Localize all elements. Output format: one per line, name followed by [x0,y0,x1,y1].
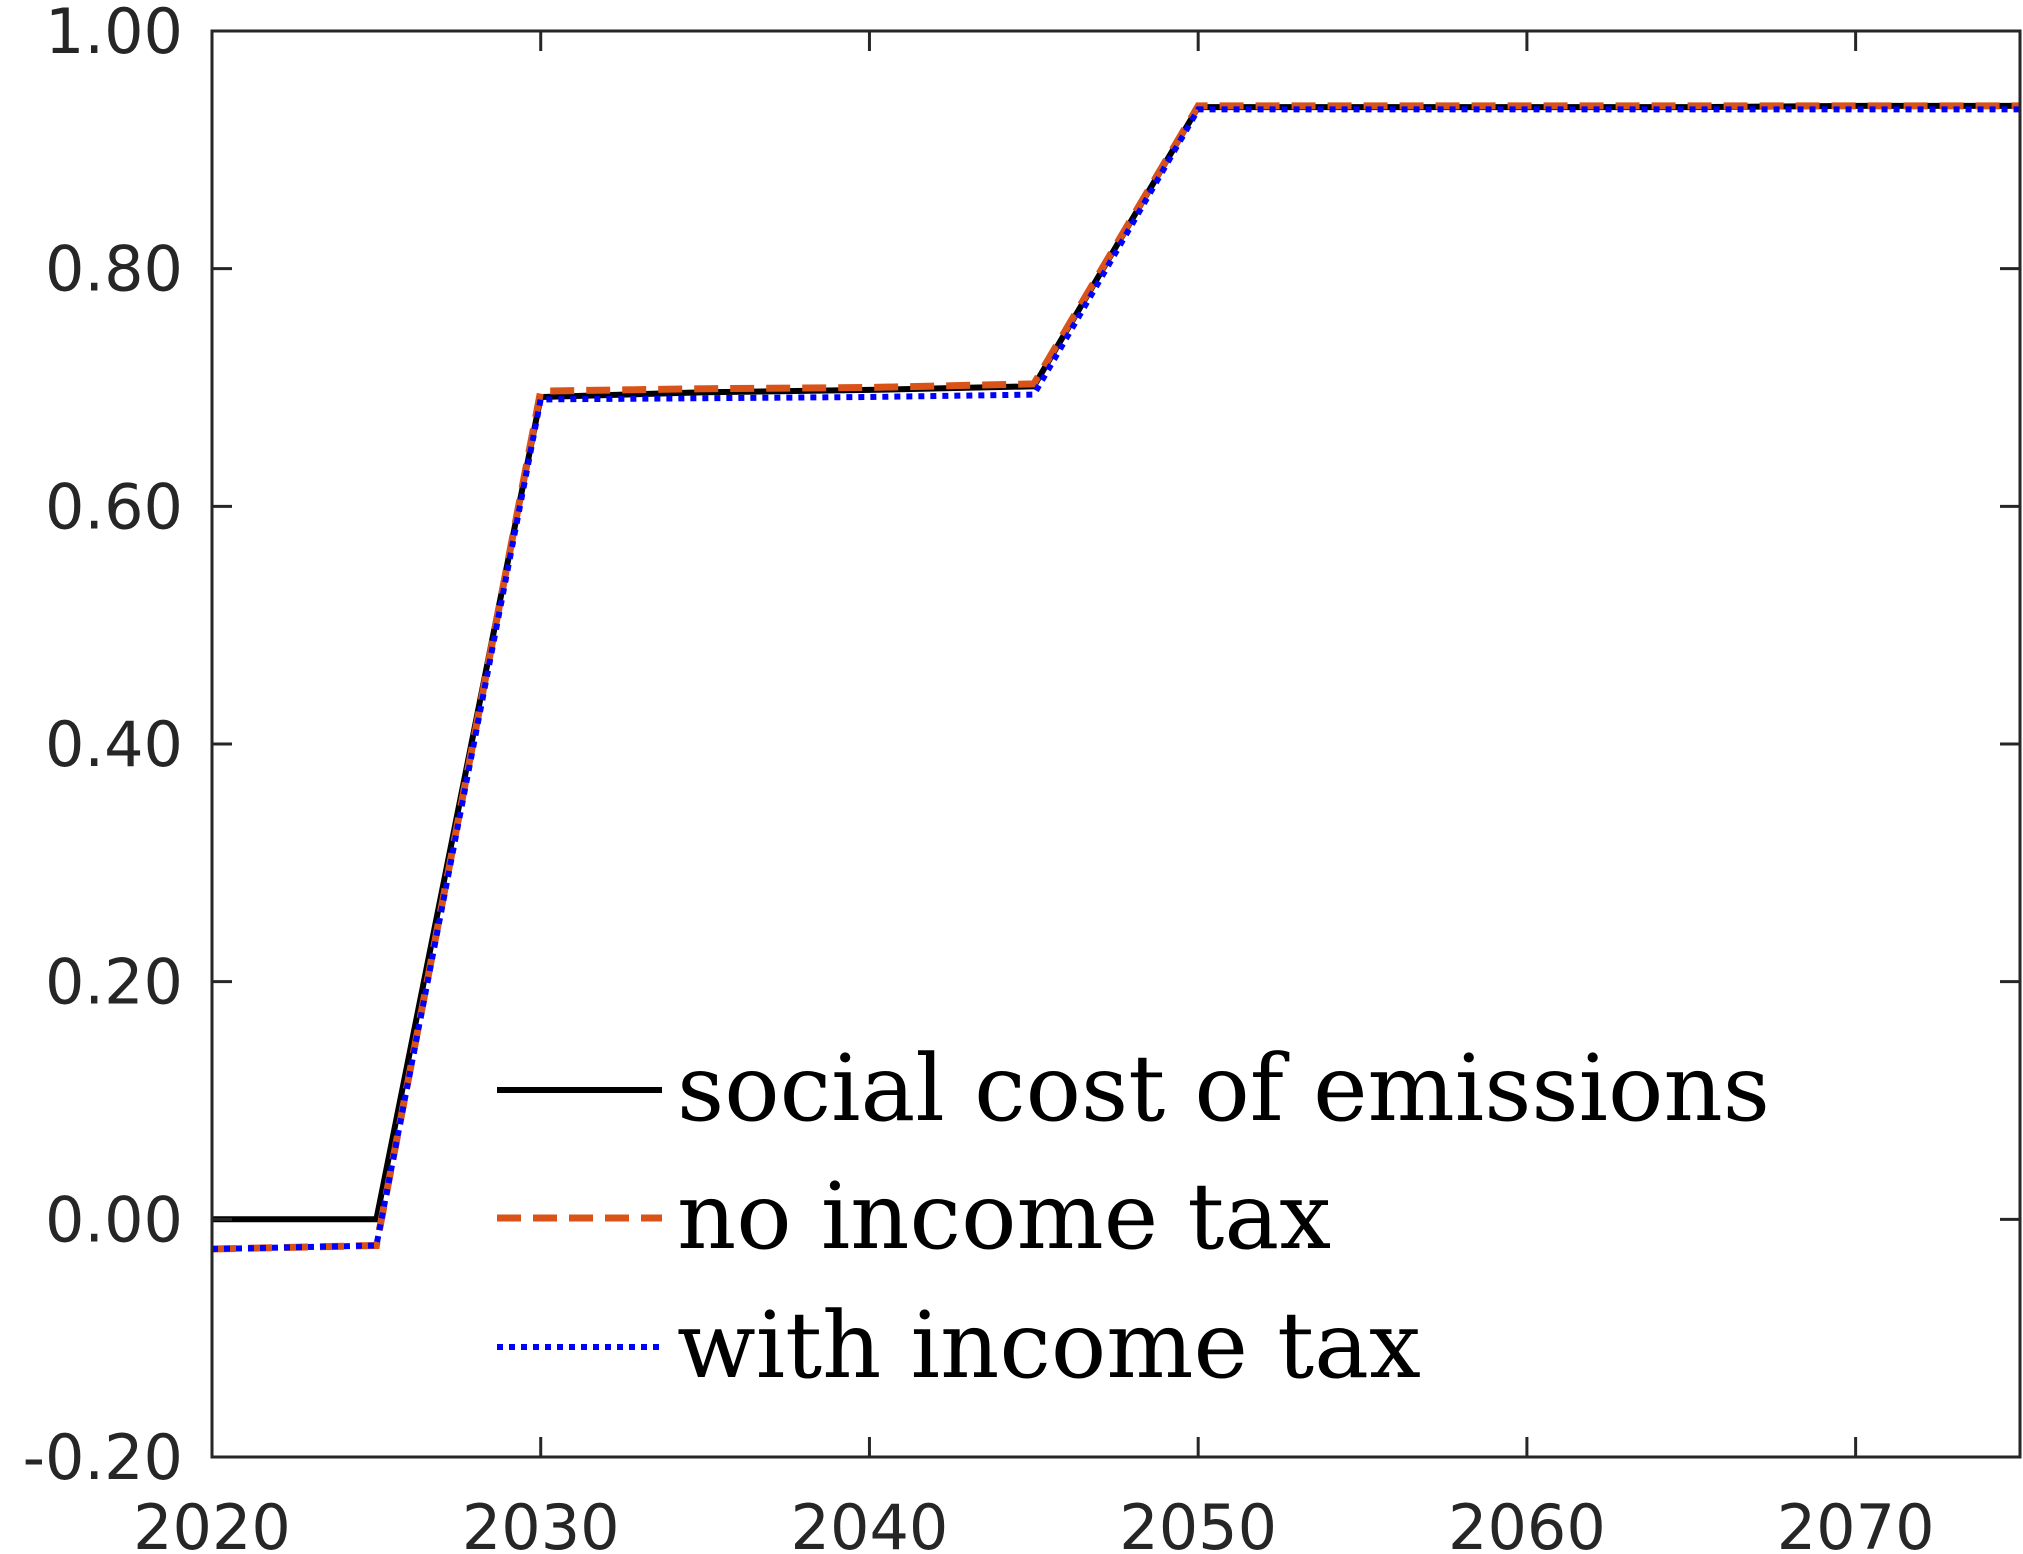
y-tick-label: 0.60 [45,470,183,543]
x-tick-label: 2060 [1448,1491,1606,1554]
legend-label-2: no income tax [677,1163,1331,1270]
x-tick-label: 2050 [1119,1491,1277,1554]
x-tick-label: 2070 [1777,1491,1935,1554]
legend-label-3: with income tax [677,1292,1421,1399]
y-tick-label: -0.20 [23,1421,183,1494]
x-tick-label: 2040 [791,1491,949,1554]
y-tick-label: 0.80 [45,233,183,306]
y-tick-label: 1.00 [45,0,183,68]
y-tick-label: 0.00 [45,1183,183,1256]
series-layer [211,102,2020,1253]
y-tick-label: 0.40 [45,708,183,781]
y-tick-label: 0.20 [45,946,183,1019]
legend-label-1: social cost of emissions [677,1035,1770,1142]
series-line-3 [211,106,2020,1252]
axis-ticks: 2020 2030 2040 2050 2060 2070 -0.20 0.00 0.20 0.4… [23,0,2020,1554]
x-tick-label: 2020 [133,1491,291,1554]
x-tick-label: 2030 [462,1491,620,1554]
legend: social cost of emissions no income tax wit… [497,1035,1770,1399]
